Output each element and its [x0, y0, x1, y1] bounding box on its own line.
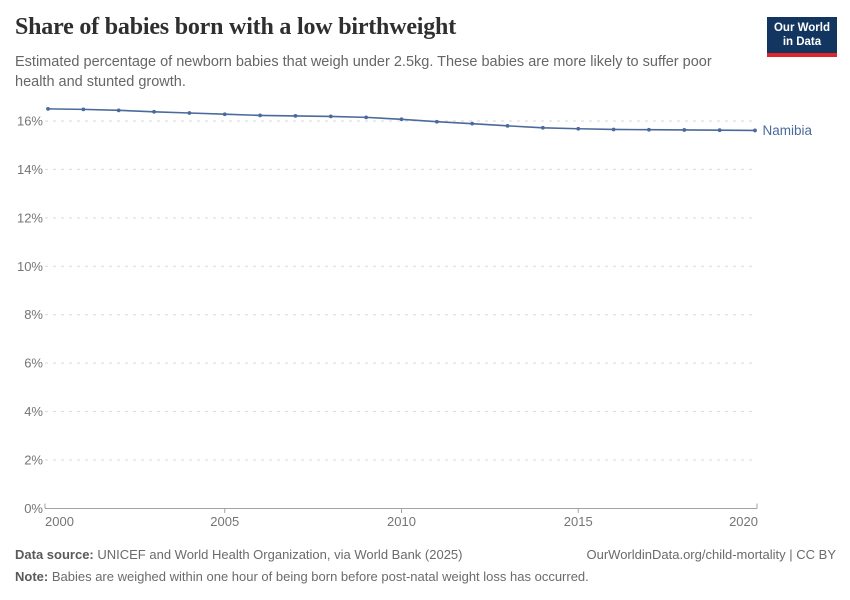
data-point [187, 111, 192, 115]
data-source-text: UNICEF and World Health Organization, vi… [93, 547, 463, 562]
series-end-label: Namibia [763, 123, 813, 138]
data-source-line: Data source: UNICEF and World Health Org… [15, 547, 463, 562]
x-axis-tick-label: 2015 [564, 514, 593, 529]
data-point [258, 113, 262, 118]
page-title: Share of babies born with a low birthwei… [15, 14, 457, 40]
data-point [505, 123, 510, 128]
data-point [611, 127, 616, 132]
x-axis-tick-label: 2000 [45, 514, 74, 529]
data-point [717, 128, 722, 133]
data-point [152, 109, 156, 114]
y-axis-tick-label: 10% [17, 259, 43, 274]
x-axis-tick-label: 2010 [387, 514, 416, 529]
y-axis-tick-label: 6% [24, 356, 43, 371]
y-axis-tick-label: 4% [24, 404, 43, 419]
y-axis-tick-label: 2% [24, 453, 43, 468]
data-point [328, 114, 333, 119]
data-point [116, 108, 121, 113]
x-axis-tick-label: 2020 [729, 514, 758, 529]
data-source-label: Data source: [15, 547, 94, 562]
data-point [470, 121, 475, 126]
data-point [434, 119, 439, 124]
chart-footer: Data source: UNICEF and World Health Org… [15, 547, 836, 584]
owid-logo-line1: Our World [773, 22, 830, 34]
data-point [46, 106, 50, 111]
data-point [364, 115, 369, 120]
data-point [222, 112, 227, 117]
note-label: Note: [15, 569, 49, 584]
data-point [81, 107, 86, 112]
data-point [399, 117, 404, 122]
data-point [647, 127, 651, 132]
y-axis-tick-label: 12% [17, 210, 43, 225]
data-point [293, 114, 298, 118]
note-line: Note: Babies are weighed within one hour… [15, 569, 836, 584]
data-point [576, 126, 581, 131]
data-point [541, 125, 545, 130]
y-axis-tick-label: 0% [24, 501, 43, 516]
owid-logo-line2: in Data [782, 36, 822, 49]
data-point [682, 128, 687, 132]
y-axis-tick-label: 8% [24, 307, 43, 322]
owid-logo[interactable]: Our World in Data [766, 17, 837, 57]
y-axis-tick-label: 14% [17, 162, 43, 177]
line-chart: 0% 2% 4% 6% 8% 10% 12% 14% 16% 2000 2005 2010 2015 20… [17, 106, 813, 529]
note-text: Babies are weighed within one hour of be… [48, 569, 589, 584]
y-axis-tick-label: 16% [17, 113, 43, 128]
owid-url-link[interactable]: OurWorldinData.org/child-mortality | CC … [586, 547, 837, 562]
x-axis-tick-label: 2005 [210, 514, 239, 529]
chart-subtitle: Estimated percentage of newborn babies t… [15, 54, 712, 90]
data-point [753, 128, 757, 133]
